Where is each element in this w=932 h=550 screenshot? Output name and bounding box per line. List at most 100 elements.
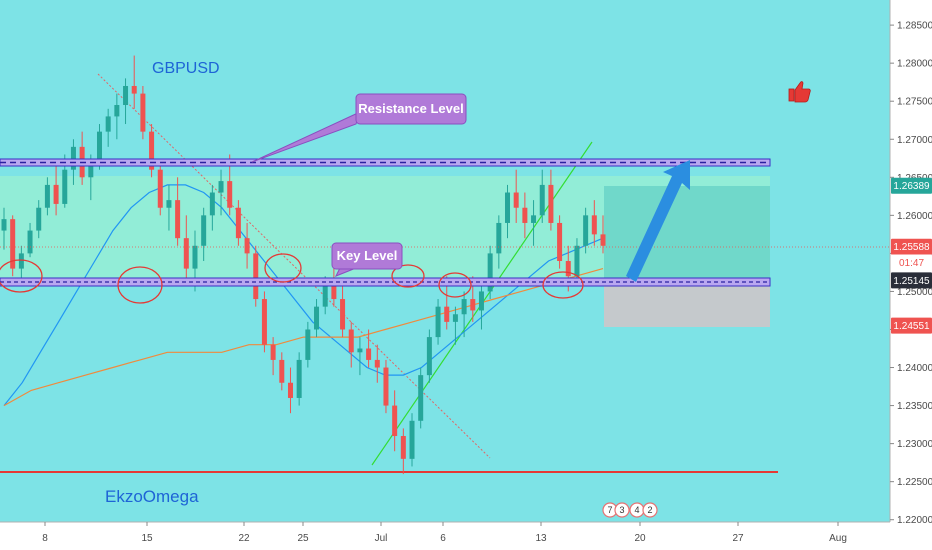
candle-body	[44, 184, 50, 208]
circle-4	[391, 264, 425, 288]
time-tick-label: 15	[141, 533, 153, 544]
candle-body	[18, 253, 24, 269]
time-tick-label: Jul	[375, 533, 388, 544]
candle-body	[400, 436, 406, 459]
moving-averages	[3, 184, 604, 407]
candle-body	[10, 219, 16, 269]
target-arrow[interactable]	[626, 160, 690, 282]
candle-body	[36, 207, 42, 231]
candlesticks	[1, 55, 606, 475]
candle-body	[531, 215, 537, 223]
candle-body	[591, 215, 597, 235]
candle-body	[175, 200, 181, 239]
event-badge-label: 4	[634, 505, 639, 515]
candle-body	[149, 131, 155, 170]
candle-body	[331, 283, 337, 300]
candle-body	[565, 261, 571, 277]
candle-body	[287, 382, 293, 398]
candle-body	[244, 238, 250, 254]
event-badge-label: 2	[647, 505, 652, 515]
candle-body	[88, 162, 94, 178]
candle-body	[505, 192, 511, 223]
long-position-stop-zone[interactable]	[604, 282, 770, 327]
candle-body	[392, 405, 398, 437]
candle-body	[522, 207, 528, 223]
price-tick-label: 1.22000	[897, 515, 932, 526]
candle-body	[513, 192, 519, 208]
candle-body	[62, 169, 68, 204]
candle-body	[461, 299, 467, 315]
candle-body	[322, 283, 328, 307]
circle-5	[438, 272, 472, 298]
candle-body	[305, 329, 311, 360]
time-tick-label: 8	[42, 533, 48, 544]
candle-body	[583, 215, 589, 246]
time-axis-panel	[0, 522, 932, 550]
candle-body	[374, 359, 380, 368]
candle-body	[201, 215, 207, 246]
descending-trendline[interactable]	[97, 73, 491, 459]
candle-body	[548, 184, 554, 223]
time-tick-label: 20	[634, 533, 646, 544]
price-tag-label: 1.25588	[893, 242, 930, 253]
price-tick-label: 1.27000	[897, 135, 932, 146]
candle-body	[218, 181, 224, 193]
price-tick-label: 1.25000	[897, 287, 932, 298]
candle-body	[227, 181, 233, 208]
candle-body	[314, 306, 320, 330]
candle-body	[235, 207, 241, 239]
candle-body	[157, 169, 163, 208]
price-tag-box	[891, 317, 932, 334]
price-tag-box	[891, 238, 932, 255]
author-label: EkzoOmega	[105, 487, 199, 506]
time-axis: 8 15 22 25 Jul 6 13 20 27 Aug	[42, 522, 847, 544]
candle-body	[27, 230, 33, 254]
price-tick-label: 1.28500	[897, 21, 932, 32]
candle-body	[487, 253, 493, 292]
fast-moving-average-line	[3, 184, 604, 406]
event-badge-label: 3	[619, 505, 624, 515]
candle-body	[600, 234, 606, 246]
candle-body	[270, 344, 276, 360]
time-tick-label: 6	[440, 533, 446, 544]
candle-body	[574, 245, 580, 277]
candle-body	[123, 85, 129, 106]
key-callout[interactable]	[331, 242, 403, 270]
event-badge-circle	[614, 502, 630, 518]
candle-body	[114, 105, 120, 117]
circle-3	[264, 253, 302, 283]
circle-6	[542, 271, 584, 299]
slow-moving-average-line	[3, 268, 604, 407]
candle-body	[1, 219, 7, 231]
circle-2	[117, 266, 163, 304]
time-tick-label: 25	[297, 533, 309, 544]
candle-body	[409, 420, 415, 459]
event-badge-label: 7	[607, 505, 612, 515]
price-tick-label: 1.22500	[897, 477, 932, 488]
price-tag-box	[891, 177, 932, 194]
candle-body	[418, 375, 424, 421]
candle-body	[340, 299, 346, 330]
long-position-target-zone[interactable]	[604, 186, 770, 282]
candle-body	[539, 184, 545, 216]
price-tag-box	[891, 254, 932, 271]
time-tick-label: 27	[732, 533, 744, 544]
price-tick-label: 1.24000	[897, 363, 932, 374]
candle-body	[166, 200, 172, 208]
candle-body	[296, 359, 302, 398]
candle-body	[557, 222, 563, 261]
candle-body	[478, 291, 484, 311]
resistance-callout-label: Resistance Level	[358, 101, 464, 116]
price-tag-label: 1.24551	[893, 321, 930, 332]
price-tags: 1.26389 1.25588 01:47 1.25145 1.24551	[891, 177, 932, 334]
price-tick-label: 1.23500	[897, 401, 932, 412]
resistance-callout[interactable]	[355, 93, 467, 125]
candle-body	[53, 184, 59, 204]
key-level-circles	[0, 253, 584, 304]
candle-body	[435, 306, 441, 338]
candle-body	[496, 222, 502, 254]
price-tag-label: 01:47	[899, 258, 924, 269]
